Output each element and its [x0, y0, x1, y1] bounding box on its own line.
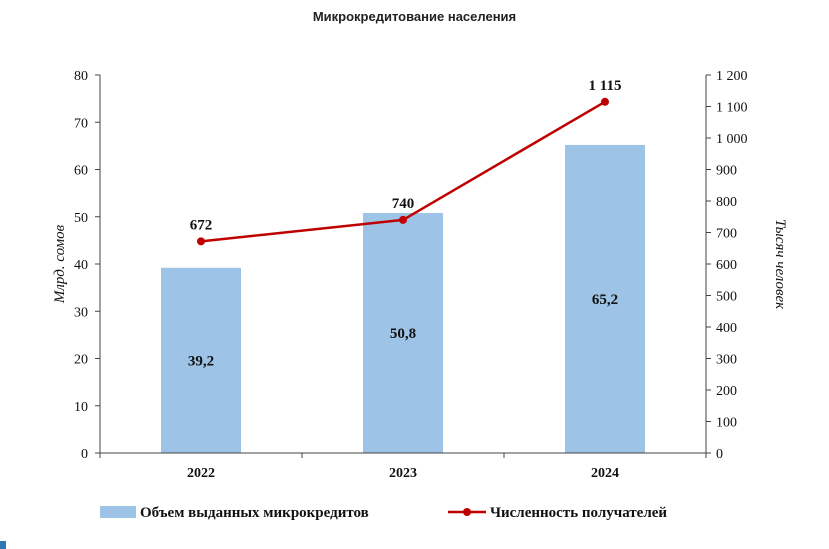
x-tick-label: 2022: [187, 466, 215, 481]
x-tick-label: 2023: [389, 466, 417, 481]
y-tick-label-left: 60: [74, 164, 88, 179]
y-tick-label-left: 10: [74, 400, 88, 415]
legend-bar-label: Объем выданных микрокредитов: [140, 505, 369, 521]
y-tick-label-left: 80: [74, 69, 88, 84]
y-tick-label-right: 400: [716, 321, 737, 336]
y-tick-label-right: 700: [716, 227, 737, 242]
y-tick-label-left: 70: [74, 116, 88, 131]
y-tick-label-left: 30: [74, 305, 88, 320]
legend-line-marker: [463, 508, 471, 516]
labels-layer: 39,2 50,8 65,2 672 740 1 115: [188, 78, 622, 370]
line-point-2024: [601, 97, 609, 106]
y-tick-label-right: 600: [716, 258, 737, 273]
line-layer: [197, 97, 609, 246]
line-data-label: 672: [190, 217, 213, 233]
line-point-2023: [399, 215, 407, 224]
legend: Объем выданных микрокредитов Численность …: [100, 505, 667, 521]
y-tick-label-right: 0: [716, 447, 723, 462]
axes-layer: 0102030405060708001002003004005006007008…: [52, 69, 788, 481]
y-tick-label-right: 900: [716, 164, 737, 179]
bar-data-label: 50,8: [390, 326, 416, 342]
y-tick-label-left: 50: [74, 211, 88, 226]
y-tick-label-right: 800: [716, 195, 737, 210]
chart-title: Микрокредитование населения: [312, 9, 517, 24]
bar-2024: [565, 144, 645, 453]
line-data-label: 1 115: [589, 78, 622, 94]
y-tick-label-right: 300: [716, 353, 737, 368]
bars-layer: [161, 144, 645, 453]
y-tick-label-right: 1 200: [716, 69, 748, 84]
corner-mark: [0, 541, 6, 549]
y-tick-label-left: 20: [74, 353, 88, 368]
y-tick-label-right: 1 100: [716, 101, 748, 116]
y-tick-label-right: 200: [716, 384, 737, 399]
y-tick-label-left: 0: [81, 447, 88, 462]
line-data-label: 740: [392, 196, 415, 212]
bar-2022: [161, 267, 241, 453]
bar-data-label: 39,2: [188, 353, 214, 369]
y-axis-title-right: Тысяч человек: [772, 219, 788, 310]
y-tick-label-right: 1 000: [716, 132, 748, 147]
line-point-2022: [197, 237, 205, 246]
x-tick-label: 2024: [591, 466, 619, 481]
y-tick-label-left: 40: [74, 258, 88, 273]
y-tick-label-right: 500: [716, 290, 737, 305]
y-axis-title-left: Млрд. сомов: [52, 224, 68, 304]
bar-2023: [363, 212, 443, 453]
y-tick-label-right: 100: [716, 416, 737, 431]
legend-line-label: Численность получателей: [490, 505, 667, 521]
bar-data-label: 65,2: [592, 292, 618, 308]
legend-bar-swatch: [100, 506, 136, 518]
